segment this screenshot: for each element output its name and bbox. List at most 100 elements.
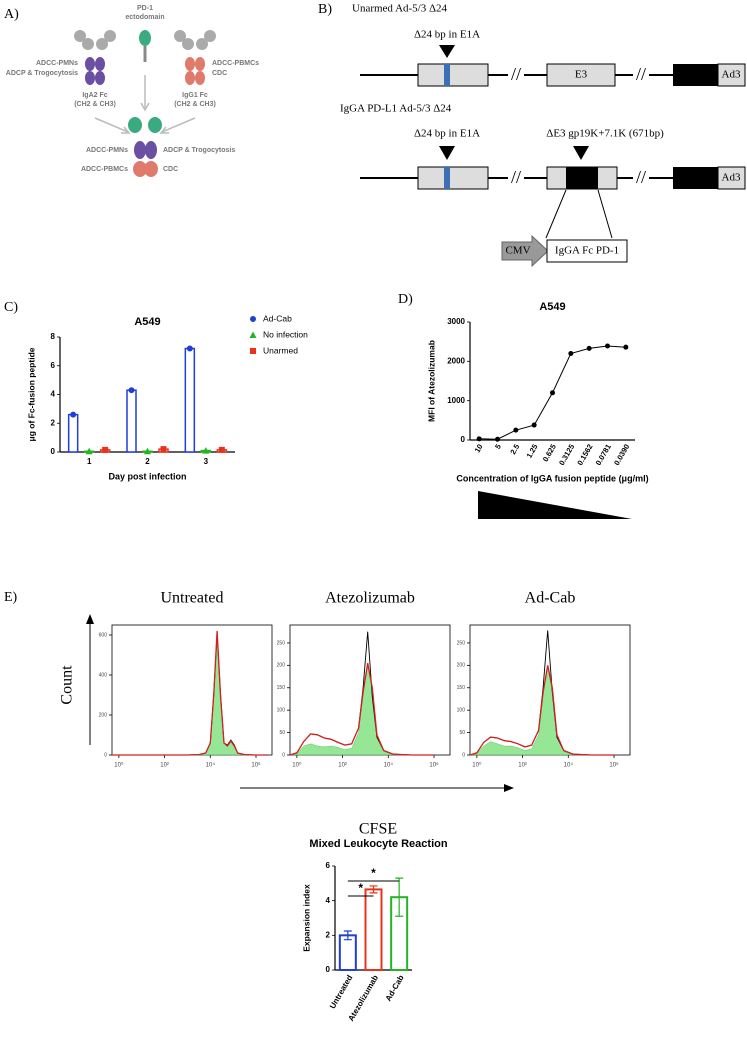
x-tick-label: 0.0390 (612, 442, 631, 466)
y-tick-label: 6 (51, 361, 56, 370)
axis-label: Count (59, 665, 76, 705)
y-tick-label: 250 (457, 640, 466, 646)
iga-function: ADCP & Trogocytosis (6, 70, 78, 77)
y-tick-label: 4 (51, 390, 56, 399)
marker (531, 422, 537, 428)
y-tick-label: 600 (99, 632, 108, 638)
y-tick-label: 50 (279, 730, 285, 736)
iga-name: (CH2 & CH3) (74, 101, 116, 108)
x-tick-label: 2.5 (508, 442, 521, 456)
iga-name: IgA2 Fc (82, 92, 107, 99)
x-axis-label: Concentration of IgGA fusion peptide (μg… (456, 473, 648, 483)
error-bar (343, 930, 352, 941)
concentration-wedge (478, 491, 632, 519)
marker (144, 447, 151, 455)
gene-label: Ad3 (722, 69, 741, 81)
y-tick-label: 50 (459, 730, 465, 736)
area (112, 632, 268, 756)
deletion-label: ΔE3 gp19K+7.1K (671bp) (546, 128, 664, 140)
x-tick-label: 10⁶ (251, 762, 261, 769)
line (112, 632, 268, 756)
x-tick-label: 10⁰ (292, 762, 302, 769)
plot-frame (111, 624, 273, 756)
x-tick-label: Untreated (328, 973, 355, 1010)
x-axis-label: Day post infection (108, 471, 186, 481)
y-tick-label: 150 (457, 685, 466, 691)
axis-label: CFSE (359, 821, 397, 838)
y-tick-label: 100 (277, 708, 286, 714)
deletion-label: Δ24 bp in E1A (414, 128, 480, 140)
chart-title: Ad-Cab (525, 590, 576, 607)
svg-text://: // (511, 64, 521, 84)
y-tick-label: 0 (51, 447, 56, 456)
insert-label: IgGA Fc PD-1 (555, 245, 619, 257)
line (112, 630, 268, 756)
y-tick-label: 150 (277, 685, 286, 691)
y-axis-label: Expansion index (301, 884, 311, 952)
x-tick-label: 2 (145, 457, 150, 466)
gene-label: E3 (575, 69, 588, 81)
marker (70, 411, 77, 418)
y-tick-label: 2 (326, 930, 331, 939)
svg-text://: // (511, 167, 521, 187)
svg-text://: // (636, 167, 646, 187)
marker (202, 447, 210, 454)
bar (126, 389, 137, 453)
x-tick-label: 10² (160, 763, 169, 769)
construct-title: Unarmed Ad-5/3 Δ24 (352, 3, 448, 15)
panel-label: D) (398, 292, 413, 307)
panel-a: PD-1 ectodomain ADCC-PMNs ADCP & Trogocy… (6, 5, 259, 177)
chart-title: A549 (134, 316, 160, 328)
fusion-function: ADCP & Trogocytosis (163, 147, 235, 154)
fusion-function: ADCC-PBMCs (81, 166, 128, 173)
y-axis-label: MFI of Atezolizumab (426, 340, 436, 422)
chart-title: A549 (539, 301, 565, 313)
x-tick-label: 10² (518, 763, 527, 769)
y-tick-label: 0 (461, 435, 466, 444)
marker (160, 446, 167, 453)
panel-label: A) (4, 7, 19, 22)
marker (102, 446, 109, 453)
error-bar (369, 885, 378, 894)
gene-label: Ad3 (722, 172, 741, 184)
marker (250, 348, 256, 354)
x-tick-label: 1 (87, 457, 92, 466)
marker (218, 446, 225, 453)
y-tick-label: 200 (277, 663, 286, 669)
marker (476, 436, 482, 442)
y-tick-label: 0 (104, 752, 107, 758)
fusion-function: ADCC-PMNs (86, 147, 128, 154)
y-tick-label: 1000 (447, 396, 465, 405)
marker (186, 345, 193, 352)
panel-b: Unarmed Ad-5/3 Δ24 Δ24 bp in E1A // E3 /… (340, 3, 746, 268)
marker (85, 447, 93, 455)
x-tick-label: 10⁰ (114, 762, 124, 769)
y-tick-label: 250 (277, 640, 286, 646)
chart-title: Atezolizumab (325, 590, 415, 607)
x-tick-label: 0.625 (541, 442, 558, 463)
marker (495, 436, 500, 442)
svg-text://: // (636, 64, 646, 84)
x-tick-label: 3 (204, 457, 209, 466)
y-tick-label: 0 (282, 752, 285, 758)
area (469, 667, 614, 756)
annotation: * (358, 881, 363, 895)
x-tick-label: 10 (473, 442, 485, 454)
marker (586, 345, 592, 351)
legend-label: No infection (263, 329, 308, 339)
iga-function: ADCC-PMNs (36, 60, 78, 67)
x-tick-label: 10⁶ (609, 762, 619, 769)
x-tick-label: 0.1562 (575, 442, 594, 466)
error-bar (395, 877, 404, 917)
igg-name: IgG1 Fc (182, 92, 208, 99)
construct-title: IgGA PD-L1 Ad-5/3 Δ24 (340, 103, 452, 115)
x-tick-label: 10⁶ (429, 762, 439, 769)
igg-name: (CH2 & CH3) (174, 101, 216, 108)
annotation: * (371, 866, 376, 880)
pd1-label: ectodomain (125, 14, 164, 21)
x-tick-label: 1.25 (525, 442, 540, 459)
bar (184, 347, 196, 453)
panel-label: B) (318, 2, 332, 17)
y-tick-label: 2 (51, 418, 56, 427)
